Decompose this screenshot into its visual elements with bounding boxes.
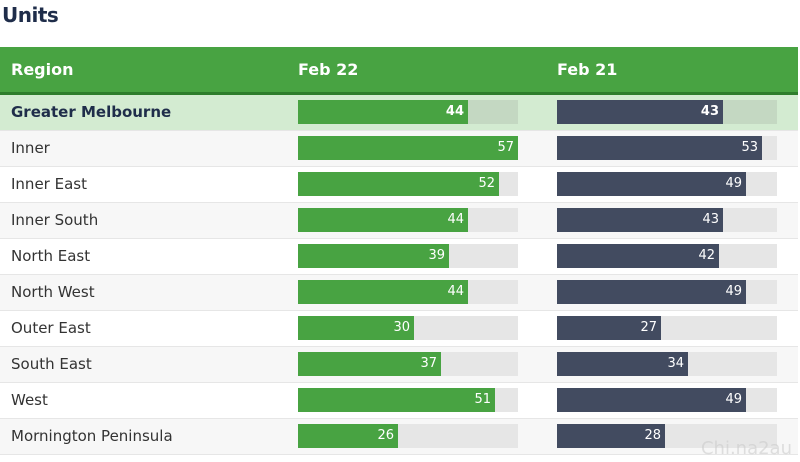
- bar-value-label: 44: [445, 104, 464, 119]
- bar-value-label: 34: [667, 356, 684, 371]
- bar-value-label: 49: [725, 176, 742, 191]
- bar-track-feb22: 44: [298, 280, 518, 304]
- bar-track-feb22: 44: [298, 100, 518, 124]
- table-row: Outer East 30 27: [0, 311, 798, 347]
- bar-feb21: 43: [557, 208, 723, 232]
- bar-value-label: 39: [428, 248, 445, 263]
- bar-value-label: 37: [420, 356, 437, 371]
- bar-track-feb22: 37: [298, 352, 518, 376]
- bar-track-feb21: 53: [557, 136, 777, 160]
- bar-value-label: 53: [741, 140, 758, 155]
- region-label: North East: [11, 247, 91, 265]
- bar-track-feb21: 27: [557, 316, 777, 340]
- bar-value-label: 43: [700, 104, 719, 119]
- bar-feb22: 44: [298, 208, 468, 232]
- table-row: Greater Melbourne 44 43: [0, 95, 798, 131]
- bar-track-feb22: 26: [298, 424, 518, 448]
- bar-track-feb21: 43: [557, 100, 777, 124]
- table-row: West 51 49: [0, 383, 798, 419]
- header-feb21: Feb 21: [557, 60, 618, 79]
- bar-feb22: 57: [298, 136, 518, 160]
- bar-value-label: 49: [725, 392, 742, 407]
- bar-track-feb21: 49: [557, 388, 777, 412]
- bar-feb21: 27: [557, 316, 661, 340]
- bar-track-feb22: 51: [298, 388, 518, 412]
- region-label: South East: [11, 355, 92, 373]
- bar-track-feb22: 30: [298, 316, 518, 340]
- table-row: Inner 57 53: [0, 131, 798, 167]
- bar-feb21: 49: [557, 388, 746, 412]
- table-header: Region Feb 22 Feb 21: [0, 47, 798, 95]
- bar-feb21: 42: [557, 244, 719, 268]
- region-label: West: [11, 391, 48, 409]
- bar-value-label: 44: [447, 212, 464, 227]
- region-label: Inner East: [11, 175, 87, 193]
- bar-feb21: 53: [557, 136, 762, 160]
- bar-value-label: 30: [393, 320, 410, 335]
- bar-track-feb21: 34: [557, 352, 777, 376]
- bar-feb21: 28: [557, 424, 665, 448]
- bar-track-feb21: 28: [557, 424, 777, 448]
- bar-feb21: 43: [557, 100, 723, 124]
- bar-feb21: 49: [557, 172, 746, 196]
- table-row: South East 37 34: [0, 347, 798, 383]
- bar-value-label: 43: [702, 212, 719, 227]
- bar-track-feb21: 43: [557, 208, 777, 232]
- table-row: North East 39 42: [0, 239, 798, 275]
- header-region: Region: [11, 60, 74, 79]
- bar-track-feb21: 49: [557, 172, 777, 196]
- bar-value-label: 57: [497, 140, 514, 155]
- bar-feb22: 37: [298, 352, 441, 376]
- bar-feb22: 44: [298, 280, 468, 304]
- bar-feb22: 44: [298, 100, 468, 124]
- chart-title: Units: [2, 3, 59, 27]
- region-label: North West: [11, 283, 95, 301]
- table-row: North West 44 49: [0, 275, 798, 311]
- bar-track-feb22: 39: [298, 244, 518, 268]
- header-feb22: Feb 22: [298, 60, 359, 79]
- bar-value-label: 28: [644, 428, 661, 443]
- bar-feb22: 39: [298, 244, 449, 268]
- bar-feb21: 34: [557, 352, 688, 376]
- bar-track-feb22: 44: [298, 208, 518, 232]
- bar-feb22: 30: [298, 316, 414, 340]
- units-table: Region Feb 22 Feb 21 Greater Melbourne 44…: [0, 47, 798, 455]
- region-label: Inner: [11, 139, 50, 157]
- table-body: Greater Melbourne 44 43 Inner 57 53 Inner East…: [0, 95, 798, 455]
- region-label: Inner South: [11, 211, 99, 229]
- bar-value-label: 44: [447, 284, 464, 299]
- bar-value-label: 52: [478, 176, 495, 191]
- bar-value-label: 42: [698, 248, 715, 263]
- bar-value-label: 26: [377, 428, 394, 443]
- bar-value-label: 49: [725, 284, 742, 299]
- bar-feb22: 52: [298, 172, 499, 196]
- region-label: Greater Melbourne: [11, 103, 172, 121]
- bar-value-label: 27: [640, 320, 657, 335]
- table-row: Inner East 52 49: [0, 167, 798, 203]
- bar-feb21: 49: [557, 280, 746, 304]
- table-row: Mornington Peninsula 26 28: [0, 419, 798, 455]
- bar-track-feb21: 49: [557, 280, 777, 304]
- bar-feb22: 26: [298, 424, 398, 448]
- region-label: Mornington Peninsula: [11, 427, 173, 445]
- watermark: Chi.na2au: [700, 438, 792, 459]
- table-row: Inner South 44 43: [0, 203, 798, 239]
- bar-feb22: 51: [298, 388, 495, 412]
- region-label: Outer East: [11, 319, 91, 337]
- bar-track-feb21: 42: [557, 244, 777, 268]
- bar-value-label: 51: [474, 392, 491, 407]
- bar-track-feb22: 52: [298, 172, 518, 196]
- bar-track-feb22: 57: [298, 136, 518, 160]
